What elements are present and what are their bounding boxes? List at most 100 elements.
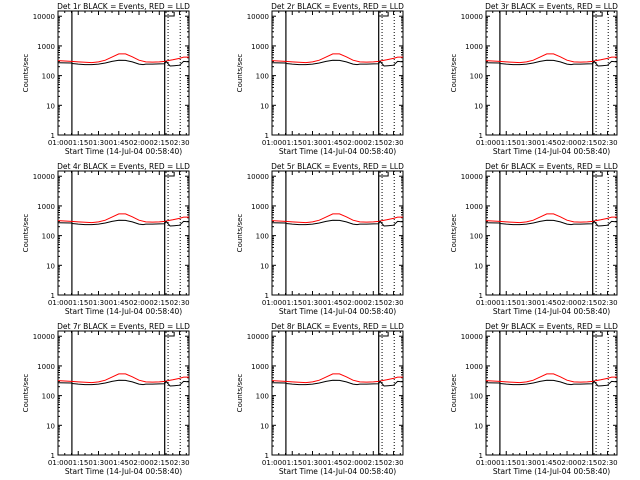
x-tick-label: 02:30 [169, 459, 189, 467]
chart-title: Det 2r BLACK = Events, RED = LLD [271, 2, 404, 11]
y-tick-label: 1000 [251, 203, 269, 211]
y-tick-label: 1000 [37, 43, 55, 51]
y-tick-label: 1000 [37, 203, 55, 211]
x-tick-label: 01:15 [282, 299, 302, 307]
x-tick-label: 02:30 [597, 139, 617, 147]
y-tick-label: 10000 [461, 173, 483, 181]
events-series-line [485, 379, 618, 387]
x-tick-label: 01:30 [302, 459, 322, 467]
chart-title: Det 8r BLACK = Events, RED = LLD [271, 322, 404, 331]
x-tick-label: 01:45 [323, 459, 343, 467]
x-tick-label: 02:00 [557, 459, 577, 467]
lld-series-line [57, 373, 189, 384]
events-series-line [271, 59, 404, 67]
y-axis-label: Counts/sec [236, 374, 244, 413]
y-tick-label: 1 [479, 292, 483, 300]
x-tick-label: 01:00 [476, 139, 496, 147]
plot-frame [57, 10, 190, 136]
y-tick-label: 1 [265, 452, 269, 460]
x-axis-label: Start Time (14-Jul-04 00:58:40) [279, 147, 396, 156]
chart-panel-6: 1 10 100 1000 10000 01:00 01:15 01:30 01:45 02:00… [450, 162, 618, 316]
y-tick-label: 10 [46, 262, 55, 270]
x-axis-label: Start Time (14-Jul-04 00:58:40) [65, 147, 182, 156]
x-tick-label: 01:00 [48, 299, 68, 307]
events-series-line [271, 219, 404, 227]
x-tick-label: 02:30 [169, 139, 189, 147]
x-tick-label: 01:00 [48, 459, 68, 467]
y-tick-label: 1000 [465, 43, 483, 51]
lld-series-line [485, 213, 617, 224]
y-axis-label: Counts/sec [450, 54, 458, 93]
y-tick-label: 10000 [247, 13, 269, 21]
y-tick-label: 1000 [465, 203, 483, 211]
x-tick-label: 01:00 [476, 299, 496, 307]
plot-frame [57, 330, 190, 456]
chart-panel-8: 1 10 100 1000 10000 01:00 01:15 01:30 01:45 02:00… [236, 322, 404, 476]
x-tick-label: 01:00 [48, 139, 68, 147]
x-tick-label: 01:45 [323, 299, 343, 307]
x-axis-label: Start Time (14-Jul-04 00:58:40) [279, 467, 396, 476]
x-tick-label: 02:15 [577, 459, 597, 467]
y-axis-label: Counts/sec [22, 54, 30, 93]
x-tick-label: 01:30 [516, 459, 536, 467]
x-tick-label: 02:30 [169, 299, 189, 307]
plot-frame [271, 170, 404, 296]
y-tick-label: 100 [42, 233, 55, 241]
y-tick-label: 10 [474, 422, 483, 430]
x-tick-label: 02:15 [363, 139, 383, 147]
x-tick-label: 01:15 [68, 299, 88, 307]
y-tick-label: 10 [260, 262, 269, 270]
y-axis-label: Counts/sec [236, 214, 244, 253]
lld-series-line [485, 53, 617, 64]
marker-box [592, 12, 603, 17]
chart-panel-7: 1 10 100 1000 10000 01:00 01:15 01:30 01:45 02:00… [22, 322, 190, 476]
events-series-line [57, 59, 190, 67]
x-tick-label: 02:00 [557, 139, 577, 147]
x-tick-label: 01:45 [109, 459, 129, 467]
chart-panel-2: 1 10 100 1000 10000 01:00 01:15 01:30 01:45 02:00… [236, 2, 404, 156]
x-tick-label: 01:30 [302, 139, 322, 147]
x-tick-label: 01:45 [537, 299, 557, 307]
y-axis-label: Counts/sec [450, 214, 458, 253]
y-tick-label: 10000 [247, 333, 269, 341]
x-tick-label: 02:30 [383, 299, 403, 307]
x-tick-label: 01:45 [537, 139, 557, 147]
x-axis-label: Start Time (14-Jul-04 00:58:40) [493, 307, 610, 316]
lld-series-line [485, 373, 617, 384]
x-axis-label: Start Time (14-Jul-04 00:58:40) [493, 467, 610, 476]
y-tick-label: 10 [46, 422, 55, 430]
x-tick-label: 01:15 [282, 139, 302, 147]
y-axis-label: Counts/sec [450, 374, 458, 413]
x-tick-label: 02:15 [577, 299, 597, 307]
plot-frame [485, 330, 618, 456]
y-tick-label: 10 [260, 422, 269, 430]
x-tick-label: 01:00 [262, 139, 282, 147]
y-tick-label: 10000 [247, 173, 269, 181]
x-tick-label: 02:15 [363, 299, 383, 307]
x-axis-label: Start Time (14-Jul-04 00:58:40) [279, 307, 396, 316]
x-tick-label: 01:15 [496, 139, 516, 147]
chart-title: Det 5r BLACK = Events, RED = LLD [271, 162, 404, 171]
x-tick-label: 01:15 [68, 459, 88, 467]
x-tick-label: 02:00 [129, 459, 149, 467]
x-tick-label: 02:15 [149, 139, 169, 147]
x-tick-label: 02:15 [363, 459, 383, 467]
chart-title: Det 1r BLACK = Events, RED = LLD [57, 2, 190, 11]
x-tick-label: 01:30 [88, 299, 108, 307]
y-tick-label: 1 [479, 452, 483, 460]
y-tick-label: 100 [42, 73, 55, 81]
lld-series-line [271, 373, 403, 384]
y-tick-label: 1 [51, 292, 55, 300]
y-tick-label: 100 [42, 393, 55, 401]
x-tick-label: 02:00 [557, 299, 577, 307]
chart-title: Det 7r BLACK = Events, RED = LLD [57, 322, 190, 331]
x-tick-label: 01:00 [476, 459, 496, 467]
lld-series-line [57, 53, 189, 64]
x-tick-label: 02:00 [129, 139, 149, 147]
x-tick-label: 01:30 [516, 299, 536, 307]
events-series-line [57, 379, 190, 387]
x-axis-label: Start Time (14-Jul-04 00:58:40) [65, 307, 182, 316]
plot-frame [57, 170, 190, 296]
x-tick-label: 01:30 [88, 459, 108, 467]
x-tick-label: 02:00 [343, 459, 363, 467]
